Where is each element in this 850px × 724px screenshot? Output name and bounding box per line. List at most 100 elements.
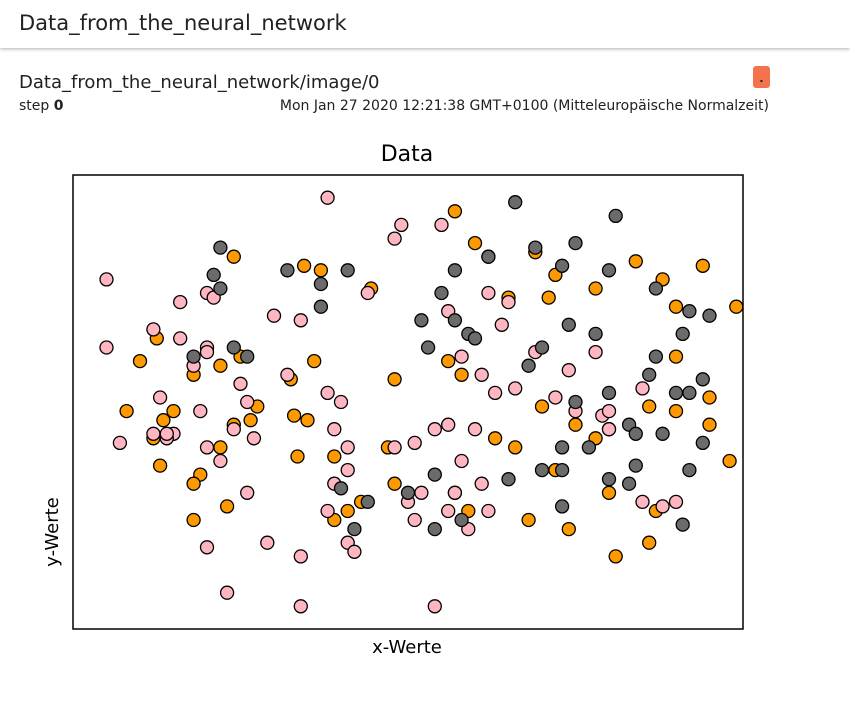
scatter-point [668, 349, 684, 364]
scatter-point [394, 217, 409, 233]
scatter-point [387, 476, 402, 491]
scatter-point [668, 299, 684, 314]
scatter-point [642, 367, 657, 382]
scatter-point [320, 503, 335, 519]
scatter-point [729, 299, 744, 314]
scatter-point [601, 485, 617, 500]
scatter-point [280, 263, 295, 278]
scatter-point [534, 399, 550, 414]
scatter-point [628, 254, 643, 269]
scatter-point [668, 385, 684, 401]
scatter-point [327, 422, 342, 437]
scatter-point [695, 258, 710, 273]
scatter-point [146, 322, 161, 337]
scatter-point [675, 517, 690, 532]
scatter-point [414, 485, 429, 500]
scatter-point [481, 249, 496, 264]
scatter-point [293, 599, 308, 614]
scatter-point [347, 521, 362, 537]
scatter-point [226, 340, 241, 355]
scatter-point [554, 462, 570, 478]
scatter-point [420, 340, 436, 355]
scatter-point [481, 503, 496, 519]
scatter-point [487, 431, 503, 446]
scatter-point [588, 344, 603, 360]
scatter-point [635, 494, 650, 510]
scatter-point [186, 512, 201, 528]
scatter-point [240, 485, 255, 500]
scatter-point [159, 426, 174, 441]
scatter-point [213, 281, 228, 296]
top-app-bar: Data_from_the_neural_network [0, 0, 850, 48]
scatter-point [447, 263, 463, 278]
scatter-point [199, 344, 215, 360]
scatter-point [474, 367, 489, 382]
scatter-point [628, 458, 643, 473]
scatter-point [467, 331, 483, 346]
scatter-point [186, 349, 201, 364]
scatter-point [240, 349, 255, 364]
scatter-point [152, 458, 168, 473]
scatter-point [327, 449, 342, 464]
scatter-point [173, 331, 188, 346]
scatter-point [702, 417, 717, 432]
scatter-point [655, 426, 670, 441]
scatter-point [320, 190, 335, 205]
scatter-point [119, 403, 134, 419]
expand-badge-button[interactable]: . [753, 66, 770, 88]
scatter-point [427, 599, 442, 614]
scatter-point [508, 195, 523, 210]
scatter-point [588, 281, 603, 296]
scatter-point [427, 521, 442, 537]
scatter-point [682, 304, 697, 319]
scatter-point [722, 453, 737, 469]
scatter-point [199, 540, 215, 555]
plot-area [72, 174, 744, 630]
scatter-point [387, 231, 402, 246]
scatter-point [240, 394, 255, 410]
scatter-point [293, 549, 308, 564]
scatter-point [548, 390, 563, 405]
scatter-point [219, 499, 235, 514]
run-title: Data_from_the_neural_network [19, 11, 347, 35]
scatter-point [682, 462, 697, 478]
scatter-point [414, 313, 429, 328]
scatter-point [441, 417, 456, 432]
scatter-point [568, 417, 583, 432]
scatter-point [521, 358, 536, 373]
scatter-point [695, 372, 710, 387]
scatter-point [193, 403, 208, 419]
scatter-point [487, 385, 503, 401]
scatter-point [199, 440, 215, 455]
scatter-point [528, 240, 543, 255]
scatter-point [243, 413, 258, 428]
image-card-title: Data_from_the_neural_network/image/0 [19, 72, 380, 93]
scatter-point [173, 294, 188, 310]
scatter-point [481, 285, 496, 301]
scatter-point [280, 367, 295, 382]
scatter-point [219, 585, 235, 600]
scatter-point [608, 208, 623, 224]
scatter-point [628, 426, 643, 441]
step-indicator: step 0 [19, 97, 64, 115]
scatter-point [360, 285, 375, 301]
scatter-point [454, 512, 469, 528]
scatter-point [508, 381, 523, 396]
scatter-point [588, 326, 603, 342]
scatter-point [447, 313, 463, 328]
scatter-point [601, 422, 617, 437]
scatter-point [702, 308, 717, 323]
scatter-point [266, 308, 282, 323]
scatter-point [213, 358, 228, 373]
scatter-point [313, 299, 329, 314]
scatter-point [156, 413, 171, 428]
scatter-point [146, 426, 161, 441]
scatter-point [508, 440, 523, 455]
scatter-point [186, 476, 201, 491]
scatter-point [554, 440, 570, 455]
scatter-point [682, 385, 697, 401]
scatter-point [621, 476, 637, 491]
scatter-point [400, 485, 416, 500]
scatter-point [581, 440, 597, 455]
scatter-point [226, 422, 241, 437]
